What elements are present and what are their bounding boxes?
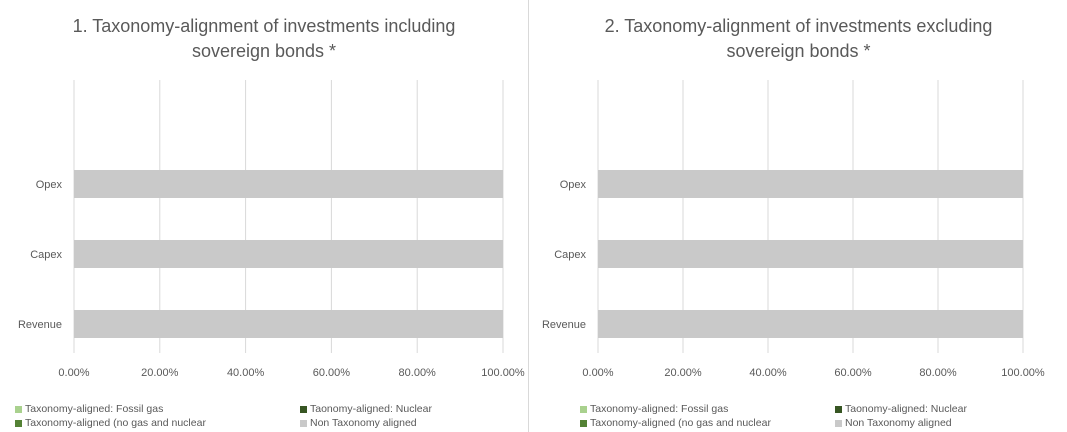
y-category-label: Capex: [554, 249, 586, 261]
legend-label: Taxonomy-aligned (no gas and nuclear: [590, 417, 771, 429]
legend-item: Non Taxonomy aligned: [300, 417, 417, 429]
legend-swatch: [835, 405, 842, 413]
y-category-label: Revenue: [18, 319, 62, 331]
x-tick-label: 0.00%: [58, 367, 89, 379]
legend-label: Taxonomy-aligned: Fossil gas: [590, 403, 729, 415]
bar: [598, 310, 1023, 338]
legend-swatch: [15, 419, 22, 427]
bar: [74, 170, 503, 198]
legend-label: Non Taxonomy aligned: [310, 417, 417, 429]
panel-divider: [528, 0, 529, 432]
x-tick-label: 60.00%: [313, 367, 351, 379]
x-tick-label: 80.00%: [919, 367, 957, 379]
y-category-label: Capex: [30, 249, 62, 261]
x-tick-label: 100.00%: [481, 367, 525, 379]
x-tick-label: 20.00%: [141, 367, 179, 379]
legend-swatch: [580, 405, 587, 413]
legend-label: Taonomy-aligned: Nuclear: [845, 403, 967, 415]
chart-title-line: sovereign bonds *: [726, 41, 871, 61]
legend-swatch: [300, 419, 307, 427]
y-category-label: Revenue: [542, 319, 586, 331]
chart-title-line: 1. Taxonomy-alignment of investments inc…: [72, 16, 456, 36]
x-tick-label: 20.00%: [664, 367, 702, 379]
legend-item: Taxonomy-aligned (no gas and nuclear: [580, 417, 771, 429]
chart-title-line: 2. Taxonomy-alignment of investments exc…: [604, 16, 993, 36]
legend-item: Taonomy-aligned: Nuclear: [300, 403, 432, 415]
legend-swatch: [835, 419, 842, 427]
bar: [74, 240, 503, 268]
legend-item: Taxonomy-aligned (no gas and nuclear: [15, 417, 206, 429]
bar-chart: 0.00% 20.00% 40.00% 60.00% 80.00% 100.00% Opex…: [18, 80, 525, 379]
x-tick-label: 40.00%: [749, 367, 787, 379]
bar: [598, 240, 1023, 268]
x-tick-label: 100.00%: [1001, 367, 1045, 379]
legend-item: Non Taxonomy aligned: [835, 417, 952, 429]
bar: [598, 170, 1023, 198]
chart-panel-including-sovereign-bonds: 1. Taxonomy-alignment of investments inc…: [0, 0, 528, 432]
chart-title: 1. Taxonomy-alignment of investments inc…: [0, 14, 528, 64]
legend-item: Taxonomy-aligned: Fossil gas: [15, 403, 163, 415]
legend-label: Taxonomy-aligned (no gas and nuclear: [25, 417, 206, 429]
legend-label: Taxonomy-aligned: Fossil gas: [25, 403, 164, 415]
legend-label: Non Taxonomy aligned: [845, 417, 952, 429]
x-tick-label: 40.00%: [227, 367, 265, 379]
y-category-label: Opex: [560, 179, 587, 191]
legend-swatch: [300, 405, 307, 413]
legend-swatch: [580, 419, 587, 427]
x-tick-label: 0.00%: [582, 367, 613, 379]
legend-label: Taonomy-aligned: Nuclear: [310, 403, 432, 415]
y-category-label: Opex: [36, 179, 63, 191]
chart-panel-excluding-sovereign-bonds: 2. Taxonomy-alignment of investments exc…: [530, 0, 1067, 432]
bar: [74, 310, 503, 338]
x-tick-label: 60.00%: [834, 367, 872, 379]
legend-swatch: [15, 405, 22, 413]
x-tick-label: 80.00%: [399, 367, 437, 379]
chart-title-line: sovereign bonds *: [191, 41, 337, 61]
bar-chart: 0.00% 20.00% 40.00% 60.00% 80.00% 100.00% Opex…: [542, 80, 1045, 379]
legend-item: Taxonomy-aligned: Fossil gas: [580, 403, 728, 415]
chart-title: 2. Taxonomy-alignment of investments exc…: [530, 14, 1067, 64]
legend-item: Taonomy-aligned: Nuclear: [835, 403, 967, 415]
